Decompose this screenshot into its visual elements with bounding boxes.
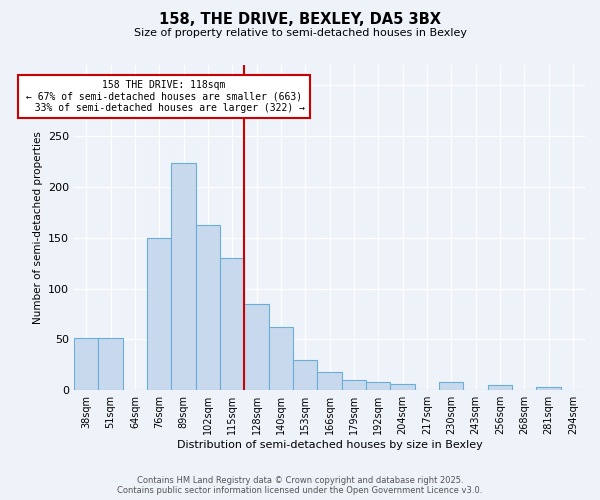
Text: 158 THE DRIVE: 118sqm
← 67% of semi-detached houses are smaller (663)
  33% of s: 158 THE DRIVE: 118sqm ← 67% of semi-deta…	[23, 80, 305, 114]
Text: Contains HM Land Registry data © Crown copyright and database right 2025.
Contai: Contains HM Land Registry data © Crown c…	[118, 476, 482, 495]
Text: Size of property relative to semi-detached houses in Bexley: Size of property relative to semi-detach…	[133, 28, 467, 38]
Bar	[391, 384, 415, 390]
Text: 158, THE DRIVE, BEXLEY, DA5 3BX: 158, THE DRIVE, BEXLEY, DA5 3BX	[159, 12, 441, 28]
Bar	[536, 387, 560, 390]
Bar	[269, 327, 293, 390]
Bar	[293, 360, 317, 390]
Bar	[220, 258, 244, 390]
Bar	[74, 338, 98, 390]
Bar	[439, 382, 463, 390]
Bar	[488, 385, 512, 390]
Bar	[196, 224, 220, 390]
Bar	[317, 372, 342, 390]
Bar	[172, 162, 196, 390]
Bar	[244, 304, 269, 390]
Bar	[342, 380, 366, 390]
X-axis label: Distribution of semi-detached houses by size in Bexley: Distribution of semi-detached houses by …	[176, 440, 482, 450]
Bar	[147, 238, 172, 390]
Bar	[98, 338, 123, 390]
Y-axis label: Number of semi-detached properties: Number of semi-detached properties	[32, 131, 43, 324]
Bar	[366, 382, 391, 390]
